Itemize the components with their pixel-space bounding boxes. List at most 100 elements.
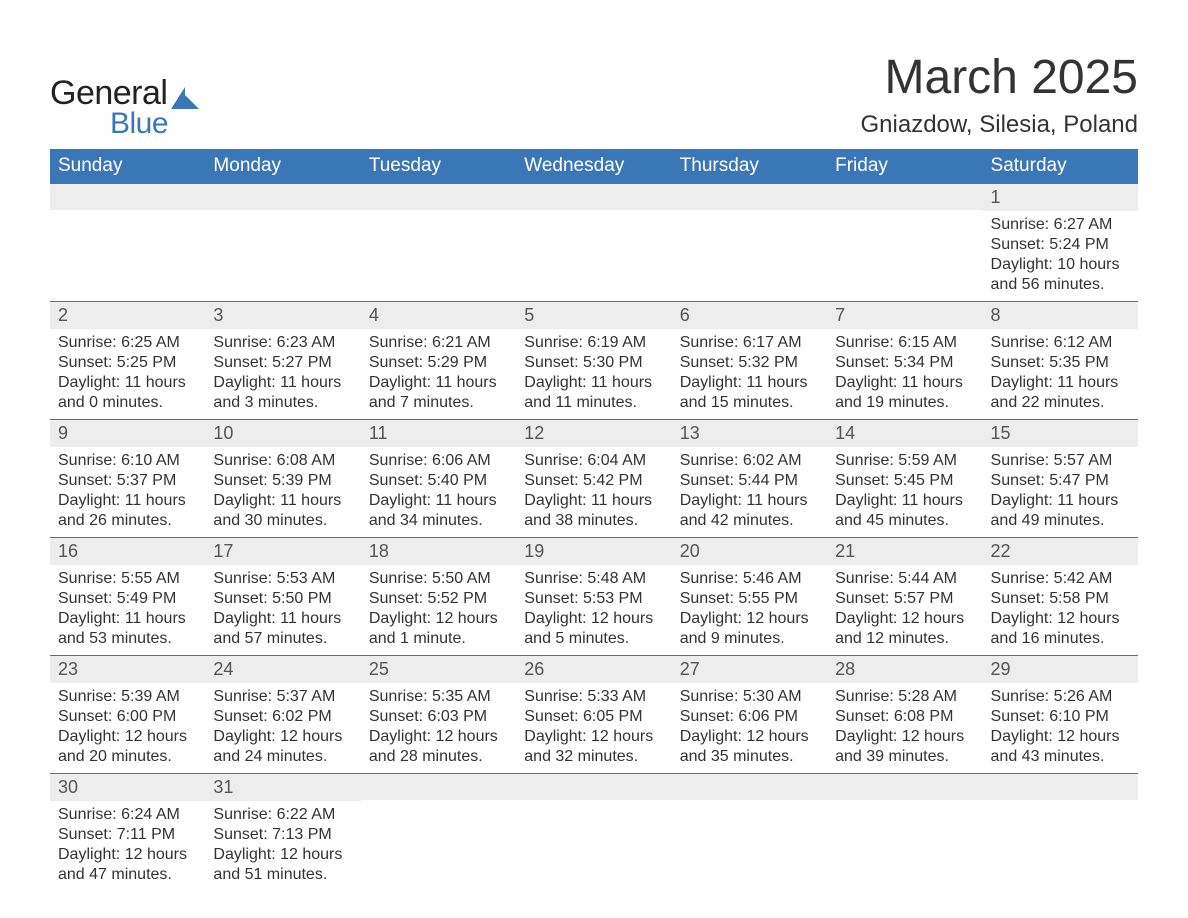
calendar-cell [205, 184, 360, 302]
sunset-text: Sunset: 6:00 PM [58, 707, 197, 727]
daylight-text: Daylight: 12 hours and 5 minutes. [524, 609, 663, 649]
day-details: Sunrise: 6:19 AMSunset: 5:30 PMDaylight:… [516, 329, 671, 419]
sunset-text: Sunset: 5:30 PM [524, 353, 663, 373]
day-details: Sunrise: 5:59 AMSunset: 5:45 PMDaylight:… [827, 447, 982, 537]
calendar-week-row: 2Sunrise: 6:25 AMSunset: 5:25 PMDaylight… [50, 302, 1138, 420]
empty-day-body [827, 210, 982, 284]
sunrise-text: Sunrise: 6:19 AM [524, 333, 663, 353]
day-number: 9 [50, 420, 205, 447]
brand-word-2: Blue [110, 107, 199, 141]
day-number: 16 [50, 538, 205, 565]
weekday-header: Thursday [672, 149, 827, 184]
daylight-text: Daylight: 12 hours and 12 minutes. [835, 609, 974, 649]
sunrise-text: Sunrise: 5:55 AM [58, 569, 197, 589]
empty-day-header [672, 184, 827, 210]
empty-day-body [361, 210, 516, 284]
daylight-text: Daylight: 11 hours and 30 minutes. [213, 491, 352, 531]
calendar-cell: 22Sunrise: 5:42 AMSunset: 5:58 PMDayligh… [983, 538, 1138, 656]
calendar-cell [50, 184, 205, 302]
day-number: 20 [672, 538, 827, 565]
calendar-week-row: 1Sunrise: 6:27 AMSunset: 5:24 PMDaylight… [50, 184, 1138, 302]
day-number: 28 [827, 656, 982, 683]
day-details: Sunrise: 6:23 AMSunset: 5:27 PMDaylight:… [205, 329, 360, 419]
daylight-text: Daylight: 12 hours and 28 minutes. [369, 727, 508, 767]
calendar-cell: 1Sunrise: 6:27 AMSunset: 5:24 PMDaylight… [983, 184, 1138, 302]
sunset-text: Sunset: 7:13 PM [213, 825, 352, 845]
day-number: 26 [516, 656, 671, 683]
day-details: Sunrise: 6:22 AMSunset: 7:13 PMDaylight:… [205, 801, 360, 891]
sunrise-text: Sunrise: 6:02 AM [680, 451, 819, 471]
sunrise-text: Sunrise: 5:53 AM [213, 569, 352, 589]
daylight-text: Daylight: 11 hours and 3 minutes. [213, 373, 352, 413]
daylight-text: Daylight: 12 hours and 16 minutes. [991, 609, 1130, 649]
empty-day-body [672, 210, 827, 284]
weekday-header-row: Sunday Monday Tuesday Wednesday Thursday… [50, 149, 1138, 184]
calendar-cell: 14Sunrise: 5:59 AMSunset: 5:45 PMDayligh… [827, 420, 982, 538]
calendar-cell: 16Sunrise: 5:55 AMSunset: 5:49 PMDayligh… [50, 538, 205, 656]
sunset-text: Sunset: 5:45 PM [835, 471, 974, 491]
day-details: Sunrise: 6:17 AMSunset: 5:32 PMDaylight:… [672, 329, 827, 419]
daylight-text: Daylight: 12 hours and 51 minutes. [213, 845, 352, 885]
sunset-text: Sunset: 5:32 PM [680, 353, 819, 373]
sunset-text: Sunset: 5:55 PM [680, 589, 819, 609]
day-details: Sunrise: 5:53 AMSunset: 5:50 PMDaylight:… [205, 565, 360, 655]
sunset-text: Sunset: 5:44 PM [680, 471, 819, 491]
sunset-text: Sunset: 5:57 PM [835, 589, 974, 609]
empty-day-header [361, 774, 516, 800]
sunset-text: Sunset: 5:37 PM [58, 471, 197, 491]
empty-day-header [205, 184, 360, 210]
day-number: 13 [672, 420, 827, 447]
title-block: March 2025 Gniazdow, Silesia, Poland [861, 50, 1139, 139]
day-number: 31 [205, 774, 360, 801]
day-details: Sunrise: 6:10 AMSunset: 5:37 PMDaylight:… [50, 447, 205, 537]
daylight-text: Daylight: 11 hours and 0 minutes. [58, 373, 197, 413]
empty-day-header [516, 774, 671, 800]
calendar-cell: 10Sunrise: 6:08 AMSunset: 5:39 PMDayligh… [205, 420, 360, 538]
sunrise-text: Sunrise: 5:46 AM [680, 569, 819, 589]
calendar-cell: 21Sunrise: 5:44 AMSunset: 5:57 PMDayligh… [827, 538, 982, 656]
day-details: Sunrise: 6:06 AMSunset: 5:40 PMDaylight:… [361, 447, 516, 537]
day-number: 25 [361, 656, 516, 683]
calendar-cell: 24Sunrise: 5:37 AMSunset: 6:02 PMDayligh… [205, 656, 360, 774]
daylight-text: Daylight: 11 hours and 42 minutes. [680, 491, 819, 531]
sunrise-text: Sunrise: 5:37 AM [213, 687, 352, 707]
calendar-cell: 3Sunrise: 6:23 AMSunset: 5:27 PMDaylight… [205, 302, 360, 420]
sunset-text: Sunset: 7:11 PM [58, 825, 197, 845]
day-details: Sunrise: 6:08 AMSunset: 5:39 PMDaylight:… [205, 447, 360, 537]
day-number: 7 [827, 302, 982, 329]
location-subtitle: Gniazdow, Silesia, Poland [861, 111, 1139, 139]
calendar-cell: 11Sunrise: 6:06 AMSunset: 5:40 PMDayligh… [361, 420, 516, 538]
page-header: General Blue March 2025 Gniazdow, Silesi… [50, 50, 1138, 141]
empty-day-header [672, 774, 827, 800]
calendar-week-row: 9Sunrise: 6:10 AMSunset: 5:37 PMDaylight… [50, 420, 1138, 538]
sunrise-text: Sunrise: 5:26 AM [991, 687, 1130, 707]
calendar-cell: 23Sunrise: 5:39 AMSunset: 6:00 PMDayligh… [50, 656, 205, 774]
sunset-text: Sunset: 5:34 PM [835, 353, 974, 373]
day-number: 23 [50, 656, 205, 683]
calendar-cell [983, 774, 1138, 892]
weekday-header: Monday [205, 149, 360, 184]
sunset-text: Sunset: 6:02 PM [213, 707, 352, 727]
day-number: 6 [672, 302, 827, 329]
empty-day-header [516, 184, 671, 210]
day-number: 21 [827, 538, 982, 565]
empty-day-header [50, 184, 205, 210]
daylight-text: Daylight: 11 hours and 45 minutes. [835, 491, 974, 531]
calendar-cell: 27Sunrise: 5:30 AMSunset: 6:06 PMDayligh… [672, 656, 827, 774]
empty-day-header [827, 184, 982, 210]
sunset-text: Sunset: 5:40 PM [369, 471, 508, 491]
calendar-cell: 12Sunrise: 6:04 AMSunset: 5:42 PMDayligh… [516, 420, 671, 538]
sunset-text: Sunset: 6:10 PM [991, 707, 1130, 727]
calendar-cell: 29Sunrise: 5:26 AMSunset: 6:10 PMDayligh… [983, 656, 1138, 774]
daylight-text: Daylight: 11 hours and 11 minutes. [524, 373, 663, 413]
sunset-text: Sunset: 5:53 PM [524, 589, 663, 609]
calendar-cell: 13 Sunrise: 6:02 AMSunset: 5:44 PMDayligh… [672, 420, 827, 538]
daylight-text: Daylight: 11 hours and 34 minutes. [369, 491, 508, 531]
sunrise-text: Sunrise: 6:08 AM [213, 451, 352, 471]
weekday-header: Sunday [50, 149, 205, 184]
day-number: 2 [50, 302, 205, 329]
sunset-text: Sunset: 5:29 PM [369, 353, 508, 373]
sunset-text: Sunset: 5:24 PM [991, 235, 1130, 255]
sunset-text: Sunset: 5:42 PM [524, 471, 663, 491]
day-details: Sunrise: 6:21 AMSunset: 5:29 PMDaylight:… [361, 329, 516, 419]
